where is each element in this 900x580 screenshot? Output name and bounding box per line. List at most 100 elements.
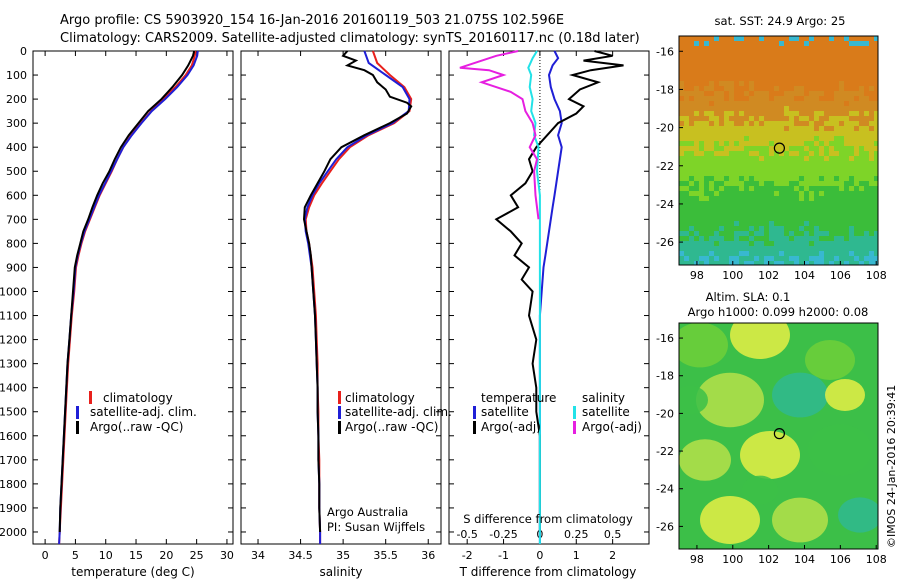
- sst-cell: [759, 206, 764, 211]
- sst-cell: [819, 41, 824, 46]
- sst-cell: [819, 146, 824, 151]
- sst-cell: [704, 46, 709, 51]
- sst-cell: [694, 201, 699, 206]
- sst-cell: [684, 116, 689, 121]
- sst-cell: [719, 126, 724, 131]
- sst-cell: [709, 206, 714, 211]
- sst-cell: [684, 161, 689, 166]
- sst-cell: [834, 91, 839, 96]
- sst-cell: [824, 106, 829, 111]
- sst-cell: [719, 121, 724, 126]
- sst-cell: [749, 191, 754, 196]
- sst-cell: [704, 181, 709, 186]
- sst-cell: [704, 151, 709, 156]
- sst-cell: [699, 201, 704, 206]
- sst-cell: [824, 186, 829, 191]
- sst-cell: [804, 76, 809, 81]
- sst-cell: [804, 166, 809, 171]
- sst-cell: [684, 121, 689, 126]
- sst-cell: [744, 71, 749, 76]
- sst-cell: [774, 116, 779, 121]
- sst-cell: [679, 186, 684, 191]
- sst-cell: [699, 36, 704, 41]
- sst-cell: [774, 101, 779, 106]
- sst-cell: [869, 66, 874, 71]
- sst-cell: [784, 161, 789, 166]
- sst-cell: [724, 51, 729, 56]
- sst-cell: [759, 146, 764, 151]
- sst-cell: [694, 56, 699, 61]
- sst-cell: [794, 246, 799, 251]
- sst-cell: [834, 191, 839, 196]
- sst-cell: [829, 191, 834, 196]
- sst-cell: [854, 246, 859, 251]
- sst-cell: [854, 101, 859, 106]
- sst-cell: [844, 106, 849, 111]
- sst-cell: [709, 186, 714, 191]
- sst-cell: [684, 166, 689, 171]
- sst-cell: [814, 131, 819, 136]
- sst-cell: [764, 216, 769, 221]
- sst-cell: [689, 231, 694, 236]
- sst-cell: [679, 196, 684, 201]
- sst-cell: [784, 251, 789, 256]
- sst-cell: [734, 186, 739, 191]
- sst-cell: [684, 216, 689, 221]
- sst-cell: [734, 216, 739, 221]
- sst-cell: [789, 131, 794, 136]
- sst-cell: [754, 256, 759, 261]
- sst-cell: [754, 96, 759, 101]
- sst-cell: [834, 56, 839, 61]
- sla-map-frame: [678, 322, 879, 550]
- sst-cell: [784, 106, 789, 111]
- sst-cell: [744, 61, 749, 66]
- sst-cell: [854, 226, 859, 231]
- sst-cell: [704, 126, 709, 131]
- sst-cell: [864, 41, 869, 46]
- x-tick-label-s: -0.5: [456, 528, 477, 541]
- sst-cell: [729, 76, 734, 81]
- sst-cell: [734, 141, 739, 146]
- sst-cell: [759, 101, 764, 106]
- legend-swatch-satellite: [76, 406, 79, 419]
- sst-cell: [779, 101, 784, 106]
- sst-cell: [854, 241, 859, 246]
- sst-cell: [844, 191, 849, 196]
- sst-cell: [719, 231, 724, 236]
- depth-tick-label: 200: [6, 93, 27, 106]
- sst-cell: [749, 106, 754, 111]
- sst-cell: [734, 96, 739, 101]
- sst-cell: [874, 236, 878, 241]
- sst-cell: [789, 211, 794, 216]
- sst-cell: [694, 236, 699, 241]
- x-tick-label: 5: [72, 549, 79, 562]
- sst-cell: [754, 226, 759, 231]
- sst-cell: [854, 156, 859, 161]
- sst-cell: [694, 181, 699, 186]
- sst-cell: [829, 176, 834, 181]
- sst-cell: [804, 66, 809, 71]
- sst-cell: [834, 166, 839, 171]
- sst-cell: [714, 136, 719, 141]
- sst-cell: [869, 41, 874, 46]
- sst-cell: [764, 61, 769, 66]
- sst-cell: [794, 96, 799, 101]
- sst-cell: [694, 246, 699, 251]
- sst-cell: [774, 61, 779, 66]
- sst-cell: [744, 226, 749, 231]
- sst-cell: [719, 111, 724, 116]
- sst-cell: [744, 131, 749, 136]
- sst-cell: [844, 101, 849, 106]
- sst-cell: [799, 56, 804, 61]
- sst-cell: [864, 91, 869, 96]
- sst-cell: [694, 111, 699, 116]
- sst-cell: [849, 171, 854, 176]
- sla-blob: [700, 496, 760, 544]
- series-line-satellite: [538, 50, 563, 544]
- sst-cell: [824, 76, 829, 81]
- sst-cell: [779, 46, 784, 51]
- sst-cell: [824, 246, 829, 251]
- sst-cell: [869, 176, 874, 181]
- legend-swatch-argo: [76, 421, 79, 434]
- sst-cell: [784, 61, 789, 66]
